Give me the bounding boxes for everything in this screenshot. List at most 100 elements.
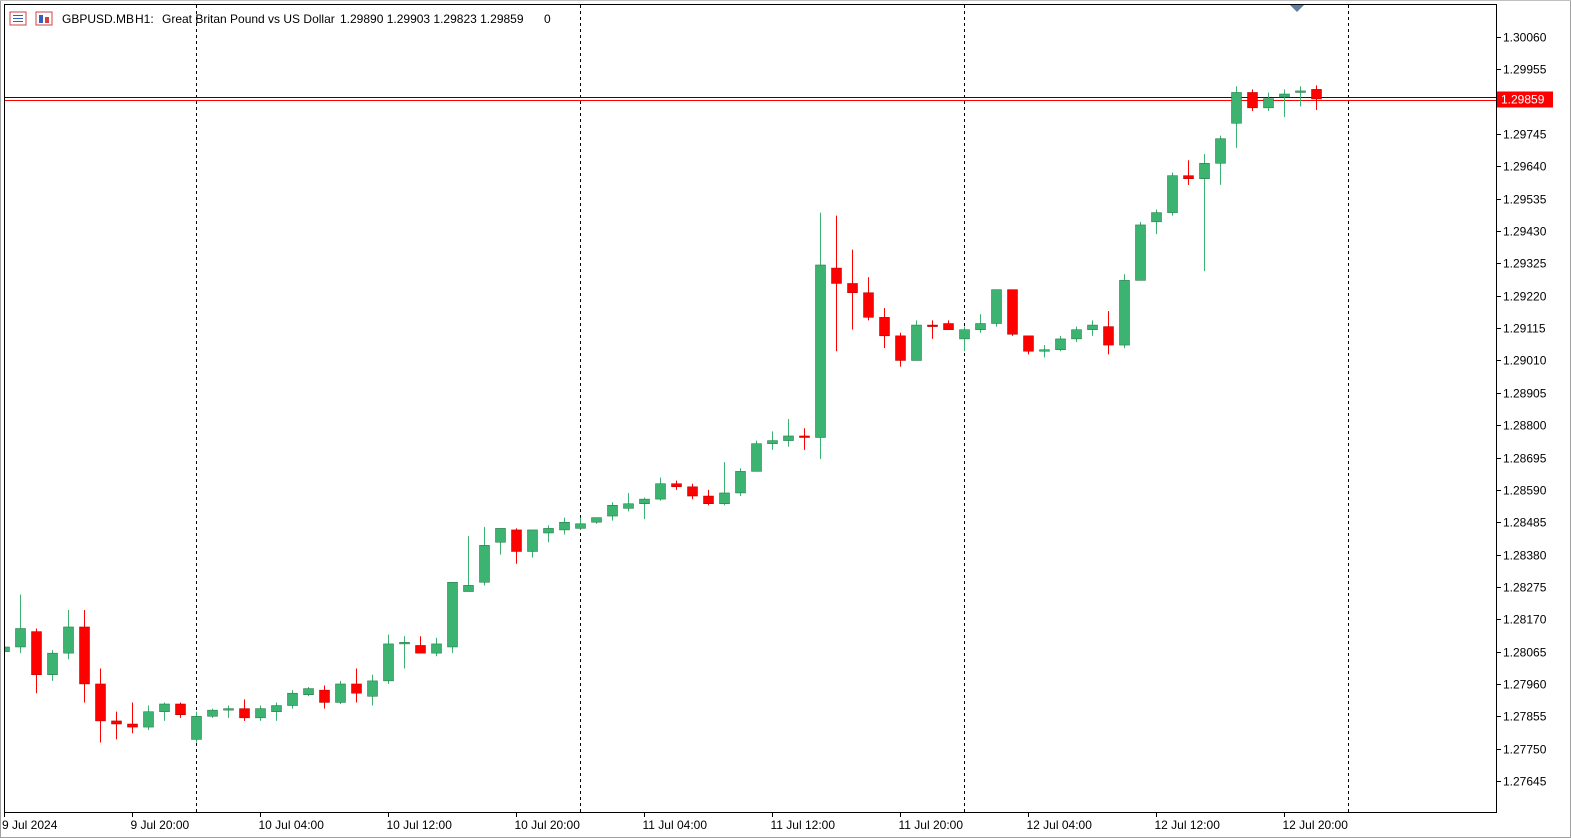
candle[interactable] bbox=[319, 685, 330, 709]
candle[interactable] bbox=[367, 674, 378, 706]
candle[interactable] bbox=[847, 249, 858, 330]
candle[interactable] bbox=[463, 536, 474, 592]
candle[interactable] bbox=[687, 483, 698, 500]
candle[interactable] bbox=[895, 332, 906, 367]
candle[interactable] bbox=[1167, 172, 1178, 216]
candle-body bbox=[1119, 280, 1130, 346]
time-tick-label: 9 Jul 20:00 bbox=[131, 818, 190, 832]
candle[interactable] bbox=[447, 582, 458, 654]
candle[interactable] bbox=[303, 687, 314, 697]
candle[interactable] bbox=[719, 462, 730, 506]
time-tick-label: 10 Jul 20:00 bbox=[515, 818, 581, 832]
candle[interactable] bbox=[1055, 335, 1066, 352]
candle[interactable] bbox=[127, 702, 138, 734]
candle[interactable] bbox=[111, 711, 122, 740]
candle[interactable] bbox=[1231, 86, 1242, 148]
candle[interactable] bbox=[879, 308, 890, 349]
candle[interactable] bbox=[191, 711, 202, 743]
candle[interactable] bbox=[207, 708, 218, 718]
candle[interactable] bbox=[1215, 135, 1226, 185]
candle[interactable] bbox=[159, 702, 170, 721]
candle[interactable] bbox=[959, 326, 970, 352]
candle[interactable] bbox=[399, 636, 410, 669]
candle[interactable] bbox=[15, 594, 26, 654]
candle-body bbox=[719, 492, 730, 504]
candle[interactable] bbox=[1263, 92, 1274, 111]
candle[interactable] bbox=[1007, 289, 1018, 336]
candle[interactable] bbox=[271, 702, 282, 721]
candle[interactable] bbox=[1135, 221, 1146, 281]
candle[interactable] bbox=[591, 517, 602, 524]
candle[interactable] bbox=[1295, 86, 1306, 107]
time-axis[interactable]: 9 Jul 2024 9 Jul 20:00 10 Jul 04:00 10 Jul … bbox=[2, 812, 1348, 832]
candle[interactable] bbox=[383, 634, 394, 684]
candle[interactable] bbox=[575, 517, 586, 530]
chart-menu-icon[interactable] bbox=[9, 11, 27, 26]
candle-body bbox=[975, 323, 986, 330]
candle[interactable] bbox=[431, 637, 442, 657]
candle[interactable] bbox=[623, 492, 634, 512]
price-tick-label: 1.28695 bbox=[1503, 452, 1547, 466]
candle[interactable] bbox=[1071, 326, 1082, 342]
candle[interactable] bbox=[143, 705, 154, 731]
candle[interactable] bbox=[63, 610, 74, 660]
candle[interactable] bbox=[1151, 209, 1162, 235]
chart-shift-triangle-icon[interactable] bbox=[1290, 5, 1304, 12]
candle[interactable] bbox=[1039, 345, 1050, 358]
price-axis[interactable]: 1.300601.299551.298501.297451.296401.295… bbox=[1497, 31, 1547, 789]
candle[interactable] bbox=[79, 610, 90, 703]
candle[interactable] bbox=[335, 680, 346, 704]
candle[interactable] bbox=[47, 650, 58, 681]
candle[interactable] bbox=[0, 644, 10, 656]
header-timeframe: H1: bbox=[135, 12, 154, 26]
candle[interactable] bbox=[495, 528, 506, 555]
candle[interactable] bbox=[799, 428, 810, 450]
candle[interactable] bbox=[415, 636, 426, 654]
candle[interactable] bbox=[1279, 89, 1290, 118]
candle[interactable] bbox=[767, 431, 778, 450]
candle[interactable] bbox=[639, 497, 650, 520]
candle[interactable] bbox=[287, 690, 298, 709]
chart-window-icon[interactable] bbox=[35, 11, 53, 26]
candle[interactable] bbox=[655, 477, 666, 501]
candle[interactable] bbox=[223, 705, 234, 718]
candle[interactable] bbox=[351, 668, 362, 703]
candle[interactable] bbox=[831, 215, 842, 352]
candle[interactable] bbox=[239, 699, 250, 721]
price-tick-label: 1.28380 bbox=[1503, 549, 1547, 563]
candle[interactable] bbox=[863, 277, 874, 321]
candle[interactable] bbox=[31, 628, 42, 694]
candle[interactable] bbox=[1023, 335, 1034, 355]
candle[interactable] bbox=[703, 489, 714, 506]
candle[interactable] bbox=[751, 440, 762, 472]
candle[interactable] bbox=[1199, 154, 1210, 272]
candle[interactable] bbox=[511, 528, 522, 564]
candle[interactable] bbox=[783, 419, 794, 447]
candle[interactable] bbox=[175, 702, 186, 718]
candle-body bbox=[703, 495, 714, 504]
candle[interactable] bbox=[527, 529, 538, 558]
candle[interactable] bbox=[255, 705, 266, 721]
candle[interactable] bbox=[1311, 85, 1322, 111]
candle[interactable] bbox=[671, 480, 682, 490]
candle[interactable] bbox=[1087, 320, 1098, 336]
candle[interactable] bbox=[927, 320, 938, 339]
candle[interactable] bbox=[1183, 160, 1194, 185]
candle[interactable] bbox=[943, 320, 954, 330]
candle[interactable] bbox=[95, 668, 106, 743]
candle[interactable] bbox=[1247, 89, 1258, 111]
candle[interactable] bbox=[975, 314, 986, 333]
candle[interactable] bbox=[1103, 311, 1114, 355]
candle[interactable] bbox=[479, 526, 490, 586]
candle[interactable] bbox=[815, 212, 826, 460]
candle[interactable] bbox=[911, 320, 922, 361]
price-tick-label: 1.30060 bbox=[1503, 31, 1547, 45]
candle[interactable] bbox=[543, 525, 554, 543]
candle[interactable] bbox=[735, 468, 746, 497]
candle[interactable] bbox=[1119, 274, 1130, 349]
candle[interactable] bbox=[991, 289, 1002, 327]
candle[interactable] bbox=[607, 502, 618, 521]
candle[interactable] bbox=[559, 517, 570, 535]
